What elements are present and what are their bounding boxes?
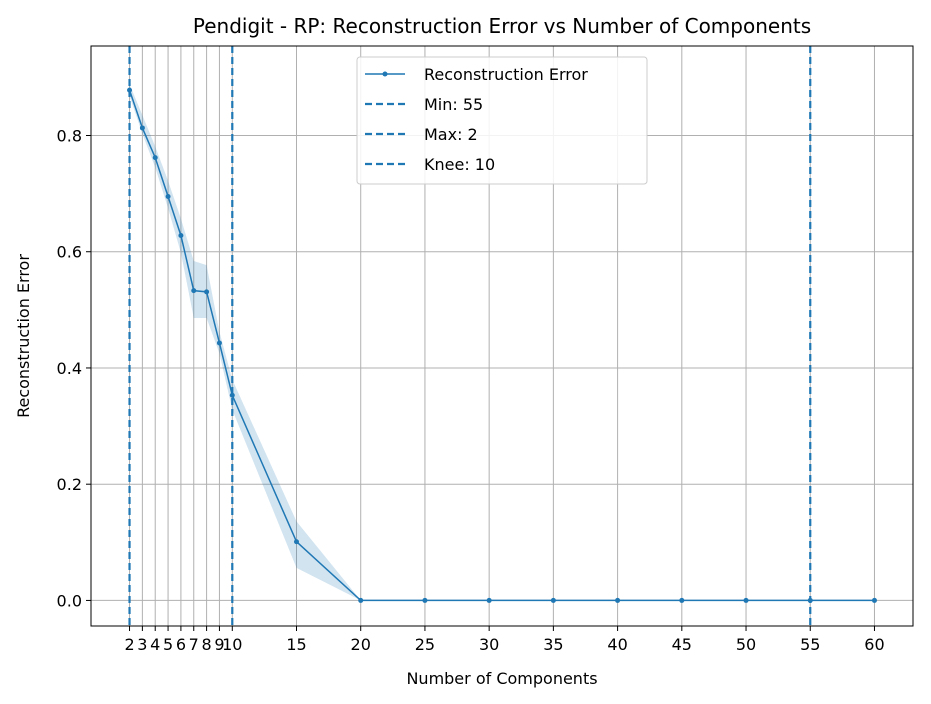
data-point [743,597,749,603]
y-tick-label: 0.6 [57,243,82,262]
x-tick-label: 2 [124,635,134,654]
legend: Reconstruction Error Min: 55 Max: 2 Knee: 1… [356,56,648,185]
legend-label: Min: 55 [424,95,483,114]
data-point [807,597,813,603]
data-point [294,539,299,545]
x-tick-label: 40 [607,635,627,654]
x-tick-label: 55 [800,635,820,654]
x-tick-label: 3 [137,635,147,654]
data-point [139,125,145,131]
x-tick-label: 9 [214,635,224,654]
x-tick-label: 10 [222,635,242,654]
x-tick-label: 25 [415,635,435,654]
x-tick-label: 5 [163,635,173,654]
x-tick-label: 7 [189,635,199,654]
data-point [165,194,171,200]
y-tick-label: 0.8 [57,126,82,145]
legend-label: Reconstruction Error [424,65,588,84]
x-tick-label: 35 [543,635,563,654]
data-point [679,597,685,603]
series-layer [127,87,877,603]
data-point [615,597,621,603]
data-point [191,288,197,294]
x-tick-label: 50 [736,635,756,654]
data-point [152,155,158,161]
x-tick-label: 60 [864,635,884,654]
data-point [422,597,428,603]
legend-label: Max: 2 [424,125,478,144]
y-axis-label: Reconstruction Error [14,254,33,418]
x-tick-label: 45 [672,635,692,654]
legend-box [356,56,648,185]
legend-label: Knee: 10 [424,155,495,174]
x-tick-label: 30 [479,635,499,654]
x-tick-label: 20 [351,635,371,654]
data-point [216,340,222,346]
data-point [486,597,492,603]
x-axis-label: Number of Components [406,669,597,688]
data-point [229,392,235,398]
data-point [358,597,364,603]
axis-ticks: 2 3 4 5 6 7 8 910 15 20 25 30 35 40 45 50 55 600.00.20.40… [57,126,885,654]
x-tick-label: 15 [286,635,306,654]
x-tick-label: 6 [176,635,186,654]
plot-frame [90,45,914,627]
data-point [204,289,210,295]
y-tick-label: 0.0 [57,591,82,610]
reference-lines [128,46,812,626]
data-point [178,232,184,238]
y-tick-label: 0.2 [57,475,82,494]
chart-title: Pendigit - RP: Reconstruction Error vs N… [193,14,811,38]
y-tick-label: 0.4 [57,359,82,378]
x-tick-label: 4 [150,635,160,654]
data-point [871,597,877,603]
x-tick-label: 8 [202,635,212,654]
legend-marker-swatch [382,71,388,77]
data-point [550,597,556,603]
data-point [127,87,133,93]
